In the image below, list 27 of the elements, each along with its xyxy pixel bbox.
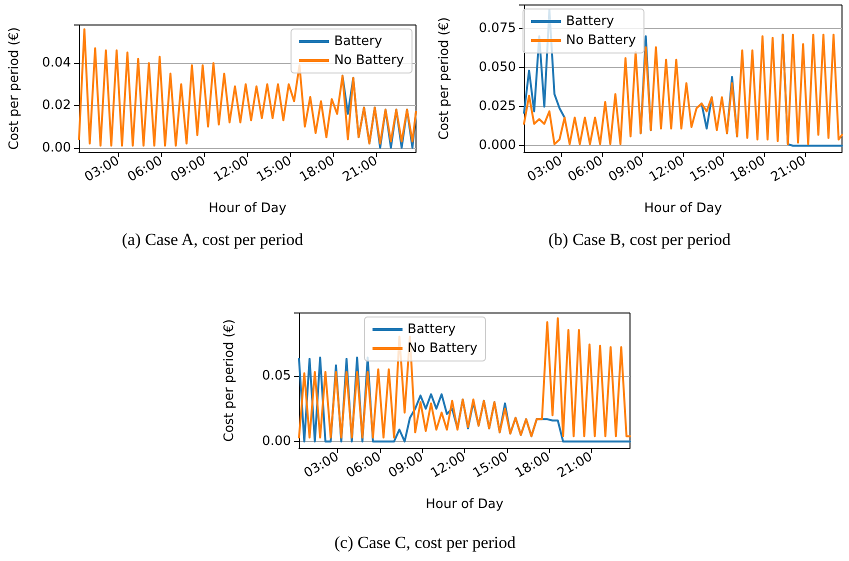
text: (b) Case B, cost per period (547, 230, 732, 250)
y-axis-title: Cost per period (€) (7, 27, 22, 150)
y-axis-title: Cost per period (€) (437, 17, 452, 140)
text: (c) Case C, cost per period (333, 533, 517, 553)
legend-label: No Battery (566, 33, 636, 48)
y-tick-label: 0.02 (42, 98, 71, 113)
y-tick-label: 0.04 (42, 56, 71, 71)
y-tick-label: 0.00 (262, 434, 291, 449)
legend-label: No Battery (408, 341, 478, 356)
line-series (298, 317, 631, 439)
y-axis-title: Cost per period (€) (222, 319, 237, 442)
text: (a) Case A, cost per period (120, 230, 304, 250)
y-tick-label: 0.075 (478, 20, 516, 36)
y-tick-label: 0.05 (262, 368, 291, 384)
y-tick-label: 0.000 (478, 138, 516, 154)
y-tick-label: 0.00 (42, 140, 71, 156)
legend-label: Battery (408, 322, 456, 337)
line-series (78, 28, 417, 147)
x-axis-title: Hour of Day (426, 497, 504, 512)
x-axis-title: Hour of Day (644, 201, 722, 216)
x-axis-title: Hour of Day (208, 201, 287, 216)
y-tick-label: 0.025 (478, 99, 516, 114)
legend-label: Battery (334, 34, 382, 49)
legend-label: Battery (566, 14, 614, 29)
y-tick-label: 0.050 (478, 60, 516, 76)
line-series (523, 34, 843, 146)
legend-label: No Battery (334, 53, 404, 68)
